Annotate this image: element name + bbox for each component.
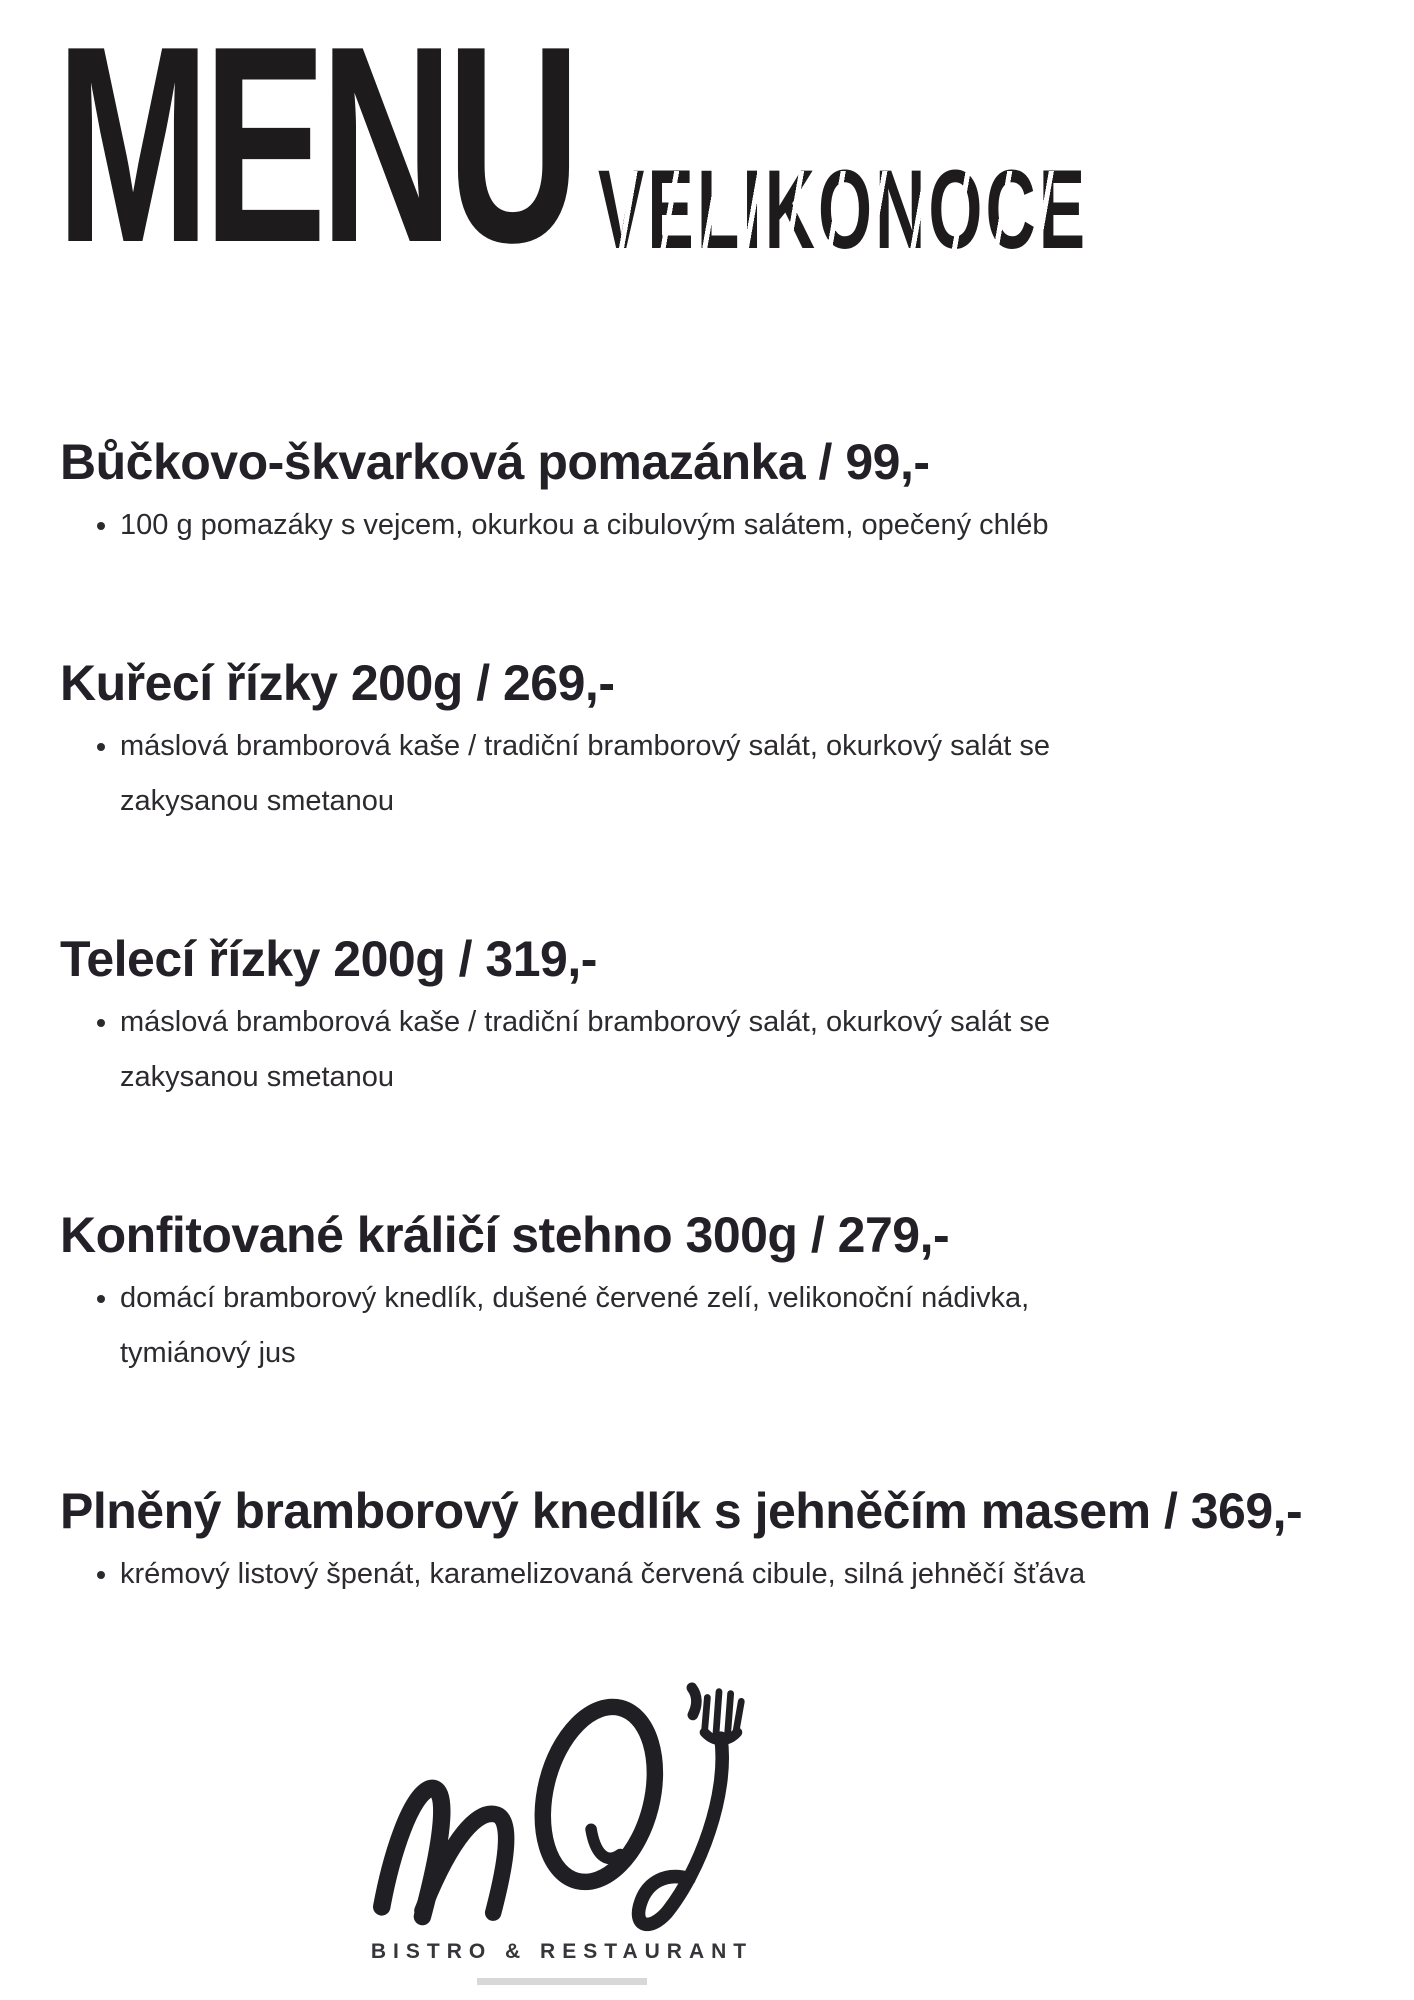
- menu-item-description-list: máslová bramborová kaše / tradiční bramb…: [60, 995, 1354, 1105]
- menu-item-title: Konfitované králičí stehno 300g / 279,-: [60, 1207, 950, 1263]
- page-title: MENU: [56, 0, 580, 301]
- menu-item-description-list: 100 g pomazáky s vejcem, okurkou a cibul…: [60, 498, 1354, 553]
- menu-item-pomazanka: Bůčkovo-škvarková pomazánka / 99,- 100 g…: [60, 432, 1354, 553]
- mos-script-logo-icon: [373, 1682, 745, 1932]
- menu-item-description: 100 g pomazáky s vejcem, okurkou a cibul…: [120, 498, 1240, 553]
- logo-caption: BISTRO & RESTAURANT: [370, 1940, 754, 1963]
- menu-item-description: domácí bramborový knedlík, dušené červen…: [120, 1271, 1240, 1381]
- menu-content: Bůčkovo-škvarková pomazánka / 99,- 100 g…: [0, 432, 1414, 1602]
- menu-item-kralici-stehno: Konfitované králičí stehno 300g / 279,- …: [60, 1205, 1354, 1381]
- menu-item-description-list: máslová bramborová kaše / tradiční bramb…: [60, 719, 1354, 829]
- menu-header: MENU VELIKONOCE: [0, 0, 1414, 285]
- menu-item-description-list: domácí bramborový knedlík, dušené červen…: [60, 1271, 1354, 1381]
- menu-item-title: Telecí řízky 200g / 319,-: [60, 931, 597, 987]
- menu-item-plneny-knedlik: Plněný bramborový knedlík s jehněčím mas…: [60, 1481, 1354, 1602]
- description-line: krémový listový špenát, karamelizovaná č…: [120, 1558, 1086, 1590]
- menu-item-title: Kuřecí řízky 200g / 269,-: [60, 655, 615, 711]
- menu-item-description-list: krémový listový špenát, karamelizovaná č…: [60, 1547, 1354, 1602]
- description-line: tymiánový jus: [120, 1337, 296, 1369]
- restaurant-logo-block: MO's BISTRO & RESTAURANT: [352, 1682, 772, 1985]
- description-line: máslová bramborová kaše / tradiční bramb…: [120, 1006, 1051, 1038]
- description-line: zakysanou smetanou: [120, 1061, 395, 1093]
- menu-item-title: Bůčkovo-škvarková pomazánka / 99,-: [60, 434, 930, 490]
- description-line: máslová bramborová kaše / tradiční bramb…: [120, 730, 1051, 762]
- menu-item-title: Plněný bramborový knedlík s jehněčím mas…: [60, 1483, 1303, 1539]
- menu-item-description: máslová bramborová kaše / tradiční bramb…: [120, 719, 1240, 829]
- page-subtitle: VELIKONOCE: [598, 147, 1089, 272]
- menu-item-kureci-rizky: Kuřecí řízky 200g / 269,- máslová brambo…: [60, 653, 1354, 829]
- description-line: 100 g pomazáky s vejcem, okurkou a cibul…: [120, 509, 1049, 541]
- menu-item-description: máslová bramborová kaše / tradiční bramb…: [120, 995, 1240, 1105]
- menu-item-teleci-rizky: Telecí řízky 200g / 319,- máslová brambo…: [60, 929, 1354, 1105]
- description-line: zakysanou smetanou: [120, 785, 395, 817]
- logo-underline: [477, 1978, 647, 1985]
- description-line: domácí bramborový knedlík, dušené červen…: [120, 1282, 1030, 1314]
- menu-item-description: krémový listový špenát, karamelizovaná č…: [120, 1547, 1240, 1602]
